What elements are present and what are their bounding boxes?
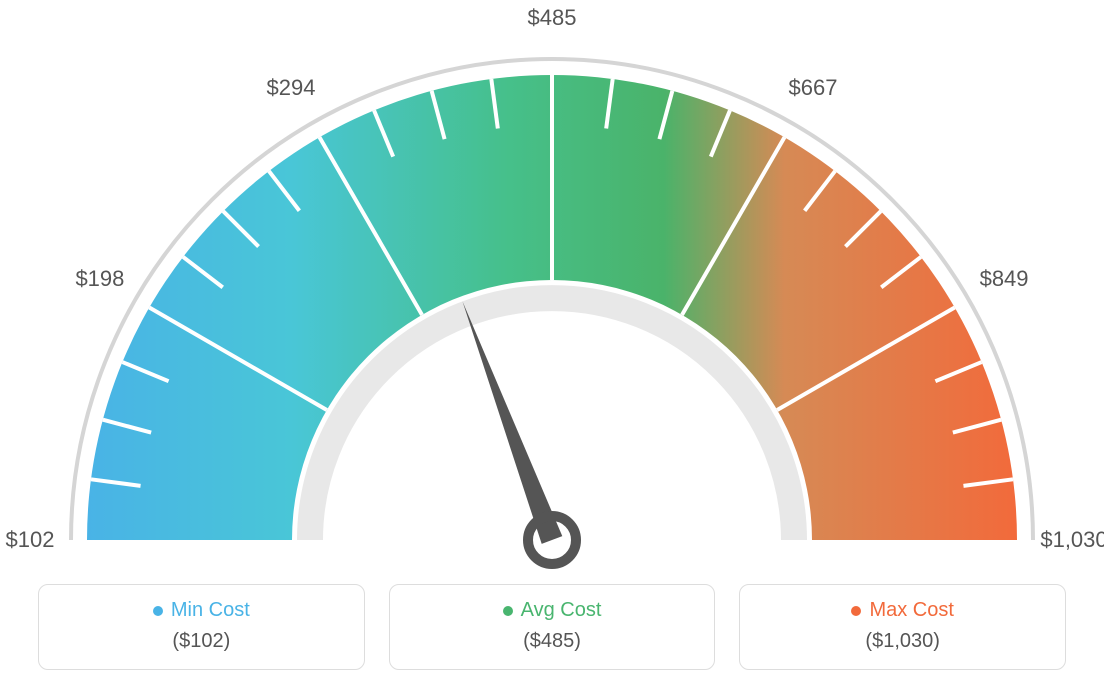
legend-title-min: Min Cost [171,599,250,622]
legend-value-avg: ($485) [390,630,715,653]
tick-label: $102 [6,527,55,553]
legend-title-avg: Avg Cost [521,599,602,622]
legend-dot-min [153,606,163,616]
legend-value-max: ($1,030) [740,630,1065,653]
tick-label: $198 [75,266,124,292]
gauge-container: $102 $198 $294 $485 $667 $849 $1,030 [0,0,1104,570]
tick-label: $849 [980,266,1029,292]
needle [462,301,562,544]
legend-card-avg: Avg Cost ($485) [389,584,716,670]
legend-row: Min Cost ($102) Avg Cost ($485) Max Cost… [0,584,1104,670]
gauge-svg [0,20,1104,590]
legend-card-min: Min Cost ($102) [38,584,365,670]
tick-label: $667 [789,75,838,101]
legend-value-min-real: ($102) [39,630,364,653]
legend-card-max: Max Cost ($1,030) [739,584,1066,670]
tick-label: $485 [528,5,577,31]
legend-dot-max [851,606,861,616]
legend-dot-avg [503,606,513,616]
tick-label: $294 [267,75,316,101]
tick-label: $1,030 [1040,527,1104,553]
legend-title-max: Max Cost [869,599,953,622]
